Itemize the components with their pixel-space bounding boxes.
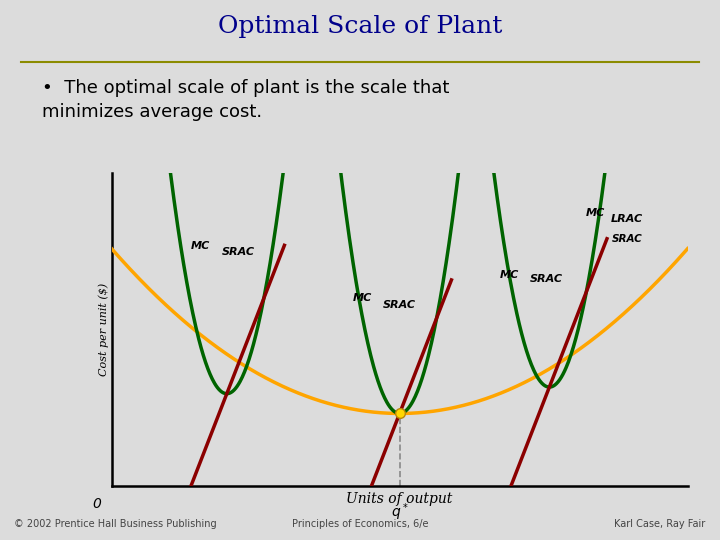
Text: © 2002 Prentice Hall Business Publishing: © 2002 Prentice Hall Business Publishing <box>14 519 217 529</box>
Text: 0: 0 <box>93 497 102 511</box>
Text: MC: MC <box>500 271 518 280</box>
Text: MC: MC <box>586 208 605 218</box>
Text: $q^*$: $q^*$ <box>391 502 408 523</box>
Text: Optimal Scale of Plant: Optimal Scale of Plant <box>218 16 502 38</box>
Text: SRAC: SRAC <box>383 300 416 310</box>
Text: Karl Case, Ray Fair: Karl Case, Ray Fair <box>614 519 706 529</box>
Text: SRAC: SRAC <box>530 274 563 284</box>
Text: •  The optimal scale of plant is the scale that
minimizes average cost.: • The optimal scale of plant is the scal… <box>42 79 449 121</box>
Text: Principles of Economics, 6/e: Principles of Economics, 6/e <box>292 519 428 529</box>
Text: SRAC: SRAC <box>612 234 642 244</box>
Y-axis label: Cost per unit ($): Cost per unit ($) <box>98 283 109 376</box>
X-axis label: Units of output: Units of output <box>346 491 453 505</box>
Text: MC: MC <box>192 241 210 251</box>
Text: SRAC: SRAC <box>222 247 255 257</box>
Text: LRAC: LRAC <box>611 214 643 224</box>
Text: MC: MC <box>353 293 372 303</box>
